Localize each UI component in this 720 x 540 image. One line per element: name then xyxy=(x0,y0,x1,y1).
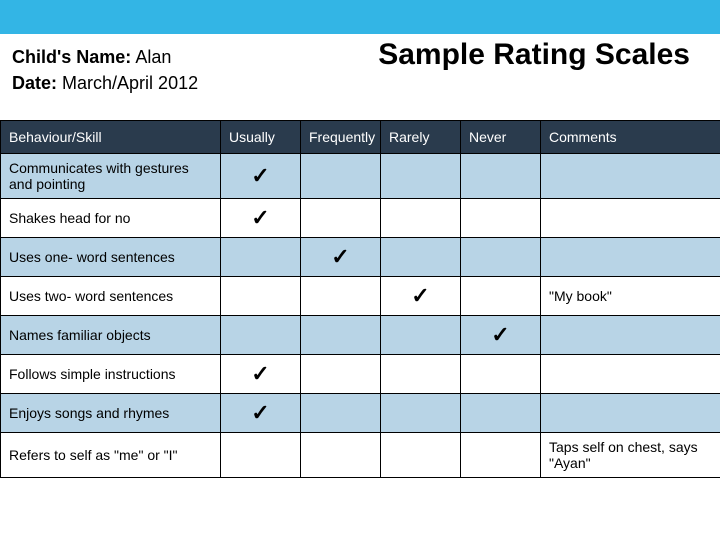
usually-cell xyxy=(221,433,301,478)
col-usually: Usually xyxy=(221,121,301,154)
frequently-cell xyxy=(301,433,381,478)
never-cell xyxy=(461,433,541,478)
skill-cell: Shakes head for no xyxy=(1,199,221,238)
frequently-cell xyxy=(301,394,381,433)
comment-cell xyxy=(541,199,720,238)
table-header-row: Behaviour/Skill Usually Frequently Rarel… xyxy=(1,121,720,154)
rarely-cell: ✓ xyxy=(381,277,461,316)
usually-cell xyxy=(221,238,301,277)
rarely-cell xyxy=(381,316,461,355)
comment-cell: "My book" xyxy=(541,277,720,316)
rarely-cell xyxy=(381,433,461,478)
table-row: Communicates with gestures and pointing✓ xyxy=(1,154,720,199)
table-row: Enjoys songs and rhymes✓ xyxy=(1,394,720,433)
never-cell xyxy=(461,355,541,394)
meta-block: Child's Name: Alan Date: March/April 201… xyxy=(12,44,198,96)
comment-cell xyxy=(541,154,720,199)
never-cell: ✓ xyxy=(461,316,541,355)
child-name-label: Child's Name: xyxy=(12,47,131,67)
frequently-cell xyxy=(301,355,381,394)
table-row: Uses one- word sentences ✓ xyxy=(1,238,720,277)
col-rarely: Rarely xyxy=(381,121,461,154)
frequently-cell xyxy=(301,154,381,199)
comment-cell xyxy=(541,238,720,277)
top-bar xyxy=(0,0,720,34)
frequently-cell xyxy=(301,316,381,355)
table-row: Shakes head for no✓ xyxy=(1,199,720,238)
table-row: Names familiar objects ✓ xyxy=(1,316,720,355)
comment-cell: Taps self on chest, says "Ayan" xyxy=(541,433,720,478)
date-value: March/April 2012 xyxy=(62,73,198,93)
rarely-cell xyxy=(381,238,461,277)
never-cell xyxy=(461,277,541,316)
skill-cell: Uses two- word sentences xyxy=(1,277,221,316)
frequently-cell xyxy=(301,277,381,316)
table-row: Refers to self as "me" or "I" Taps self o… xyxy=(1,433,720,478)
child-name-value: Alan xyxy=(135,47,171,67)
never-cell xyxy=(461,154,541,199)
col-skill: Behaviour/Skill xyxy=(1,121,221,154)
rating-table: Behaviour/Skill Usually Frequently Rarel… xyxy=(0,120,720,478)
skill-cell: Refers to self as "me" or "I" xyxy=(1,433,221,478)
never-cell xyxy=(461,394,541,433)
rarely-cell xyxy=(381,394,461,433)
usually-cell xyxy=(221,277,301,316)
never-cell xyxy=(461,199,541,238)
comment-cell xyxy=(541,394,720,433)
date-label: Date: xyxy=(12,73,57,93)
rarely-cell xyxy=(381,154,461,199)
comment-cell xyxy=(541,316,720,355)
skill-cell: Communicates with gestures and pointing xyxy=(1,154,221,199)
table-row: Uses two- word sentences ✓ "My book" xyxy=(1,277,720,316)
usually-cell: ✓ xyxy=(221,199,301,238)
skill-cell: Uses one- word sentences xyxy=(1,238,221,277)
rarely-cell xyxy=(381,199,461,238)
header-area: Sample Rating Scales Child's Name: Alan … xyxy=(0,34,720,120)
rarely-cell xyxy=(381,355,461,394)
col-comments: Comments xyxy=(541,121,720,154)
skill-cell: Names familiar objects xyxy=(1,316,221,355)
table-body: Communicates with gestures and pointing✓… xyxy=(1,154,720,478)
comment-cell xyxy=(541,355,720,394)
frequently-cell xyxy=(301,199,381,238)
col-never: Never xyxy=(461,121,541,154)
usually-cell: ✓ xyxy=(221,154,301,199)
table-row: Follows simple instructions✓ xyxy=(1,355,720,394)
frequently-cell: ✓ xyxy=(301,238,381,277)
page-title: Sample Rating Scales xyxy=(378,38,690,72)
usually-cell: ✓ xyxy=(221,355,301,394)
col-frequently: Frequently xyxy=(301,121,381,154)
skill-cell: Follows simple instructions xyxy=(1,355,221,394)
usually-cell xyxy=(221,316,301,355)
never-cell xyxy=(461,238,541,277)
skill-cell: Enjoys songs and rhymes xyxy=(1,394,221,433)
usually-cell: ✓ xyxy=(221,394,301,433)
